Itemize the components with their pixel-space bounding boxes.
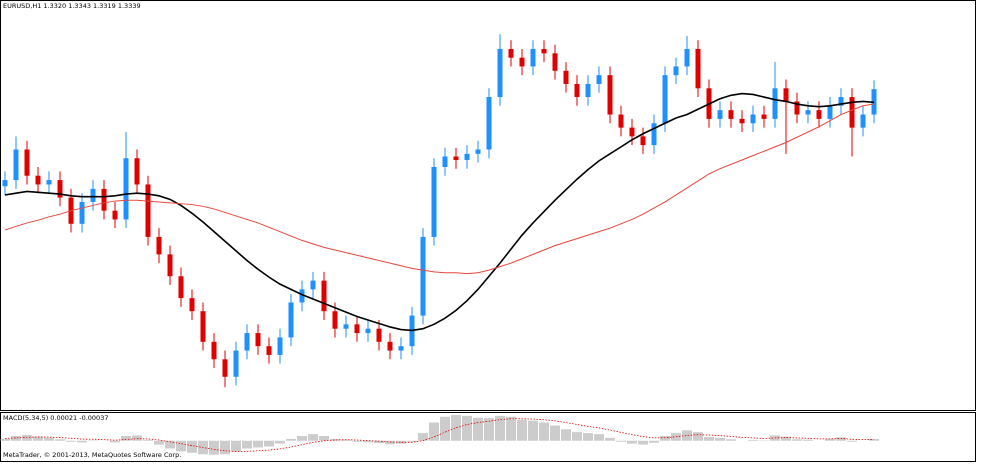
candle-body [365, 328, 371, 334]
candle-body [750, 114, 756, 124]
candle-body [673, 66, 679, 76]
candle-body [167, 254, 173, 277]
candle-body [519, 57, 525, 67]
candle-body [266, 346, 272, 355]
level-label: 1.3246 [979, 166, 1000, 174]
candle-body [101, 188, 107, 211]
macd-signal-line [4, 418, 875, 452]
candle-body [387, 341, 393, 351]
candle-body [134, 158, 140, 185]
candle-body [827, 105, 833, 119]
footer: MetaTrader, © 2001-2013, MetaQuotes Soft… [3, 451, 181, 459]
candle-body [211, 341, 217, 360]
candle-body [794, 101, 800, 115]
candle-body [453, 156, 459, 160]
candle-body [486, 97, 492, 150]
candle-body [651, 123, 657, 146]
candle-body [255, 333, 261, 347]
candle-body [530, 48, 536, 67]
candle-body [57, 180, 63, 198]
candle-body [574, 83, 580, 98]
candle-body [277, 337, 283, 355]
candle-body [178, 276, 184, 299]
candle-body [46, 180, 52, 185]
moving-average-line [4, 103, 875, 275]
candle-body [838, 97, 844, 106]
candle-body [79, 201, 85, 224]
candle-body [189, 298, 195, 312]
candle-body [35, 175, 41, 185]
candle-body [145, 184, 151, 237]
candle-body [354, 324, 360, 334]
indicator-pane [0, 412, 976, 462]
moving-average-line [4, 92, 875, 332]
candle-body [343, 324, 349, 329]
candle-body [2, 180, 8, 187]
candle-body [420, 236, 426, 316]
candle-body [783, 88, 789, 102]
chart-title: EURUSD,H1 1.3320 1.3343 1.3319 1.3339 [3, 2, 141, 10]
candle-body [442, 156, 448, 167]
level-label: 1.3405 [979, 27, 1000, 35]
labels-layer: 1.3405 1.3368 1.3355 1.3268 1.3246 1.322 1.333… [979, 27, 1000, 197]
current-price-label: 1.3339 [979, 85, 1000, 93]
indicator-label: MACD(5,34,5) 0.00021 -0.00037 [3, 414, 108, 422]
candle-body [200, 311, 206, 342]
level-label: 1.3355 [979, 71, 1000, 79]
candle-body [761, 114, 767, 119]
candle-body [860, 114, 866, 128]
candle-body [497, 48, 503, 98]
candle-body [739, 118, 745, 124]
candle-body [629, 127, 635, 137]
candle-body [13, 149, 19, 181]
candle-body [585, 83, 591, 98]
candle-body [332, 311, 338, 329]
candle-body [541, 48, 547, 54]
candle-body [640, 136, 646, 146]
level-label: 1.322 [979, 189, 998, 197]
candle-body [695, 48, 701, 89]
level-label: 1.3368 [979, 60, 1000, 68]
candle-body [112, 210, 118, 220]
candle-body [684, 48, 690, 67]
candle-body [662, 75, 668, 124]
candle-body [244, 333, 250, 351]
level-label: 1.3268 [979, 147, 1000, 155]
candle-body [772, 88, 778, 119]
main-pane [0, 0, 976, 411]
candle-body [310, 280, 316, 290]
candle-body [288, 302, 294, 338]
candle-body [233, 350, 239, 377]
candle-body [475, 149, 481, 154]
candle-body [805, 110, 811, 115]
candle-body [849, 97, 855, 128]
candle-body [618, 114, 624, 128]
candle-body [563, 70, 569, 84]
candle-body [299, 289, 305, 303]
candle-body [156, 236, 162, 255]
candle-body [816, 110, 822, 119]
candle-body [123, 158, 129, 220]
candle-body [552, 53, 558, 71]
candle-body [90, 188, 96, 202]
candle-body [222, 359, 228, 377]
candle-body [24, 149, 30, 176]
candle-body [321, 280, 327, 312]
marks-layer [0, 34, 879, 455]
candle-body [508, 48, 514, 58]
candle-body [376, 328, 382, 342]
candle-body [717, 110, 723, 119]
candle-body [431, 166, 437, 237]
candle-body [596, 75, 602, 84]
candle-body [728, 110, 734, 119]
candle-body [398, 346, 404, 351]
candle-body [464, 153, 470, 160]
candle-body [607, 75, 613, 115]
